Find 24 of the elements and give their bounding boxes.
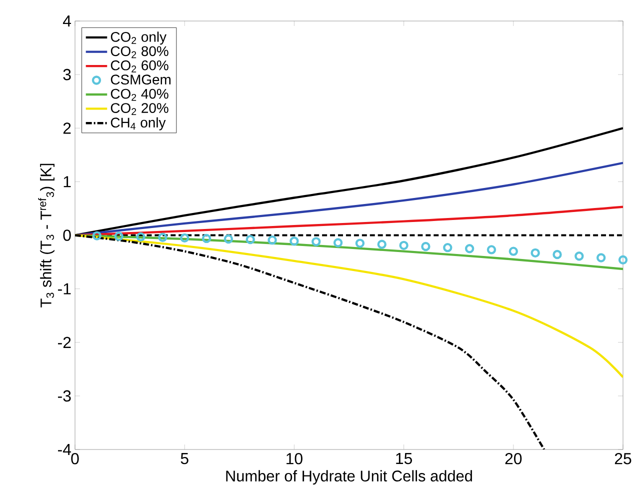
legend-label: CO$_{2}$ only (110, 32, 166, 45)
y-axis-title: T$_{3}$ shift (T$_{3}$ - T$^{ref}$$_{3}$) [K] (38, 164, 54, 308)
y-tick-label: -2 (58, 336, 71, 348)
legend-label: CSMGem (110, 74, 171, 85)
legend-label: CH$_{4}$ only (110, 117, 166, 130)
x-axis-title: Number of Hydrate Unit Cells added (226, 470, 472, 485)
x-tick-label: 15 (396, 453, 412, 464)
y-tick-label: -1 (58, 283, 71, 294)
y-tick-label: 2 (63, 122, 71, 134)
y-tick-label: 0 (63, 230, 71, 241)
y-tick-label: -4 (58, 444, 72, 455)
x-tick-label: 20 (505, 453, 522, 464)
y-tick-label: 4 (62, 16, 72, 26)
y-tick-label: 3 (63, 68, 71, 80)
x-tick-label: 5 (180, 453, 188, 464)
legend-label: CO$_{2}$ 20% (110, 103, 168, 115)
x-tick-label: 25 (614, 453, 632, 464)
y-tick-label: 1 (64, 176, 71, 188)
x-tick-label: 0 (71, 453, 79, 464)
legend-label: CO$_{2}$ 40% (110, 88, 168, 101)
legend-label: CO$_{2}$ 80% (110, 46, 168, 58)
legend-label: CO$_{2}$ 60% (110, 60, 168, 72)
y-tick-label: -3 (58, 390, 71, 402)
x-tick-label: 10 (286, 453, 302, 464)
